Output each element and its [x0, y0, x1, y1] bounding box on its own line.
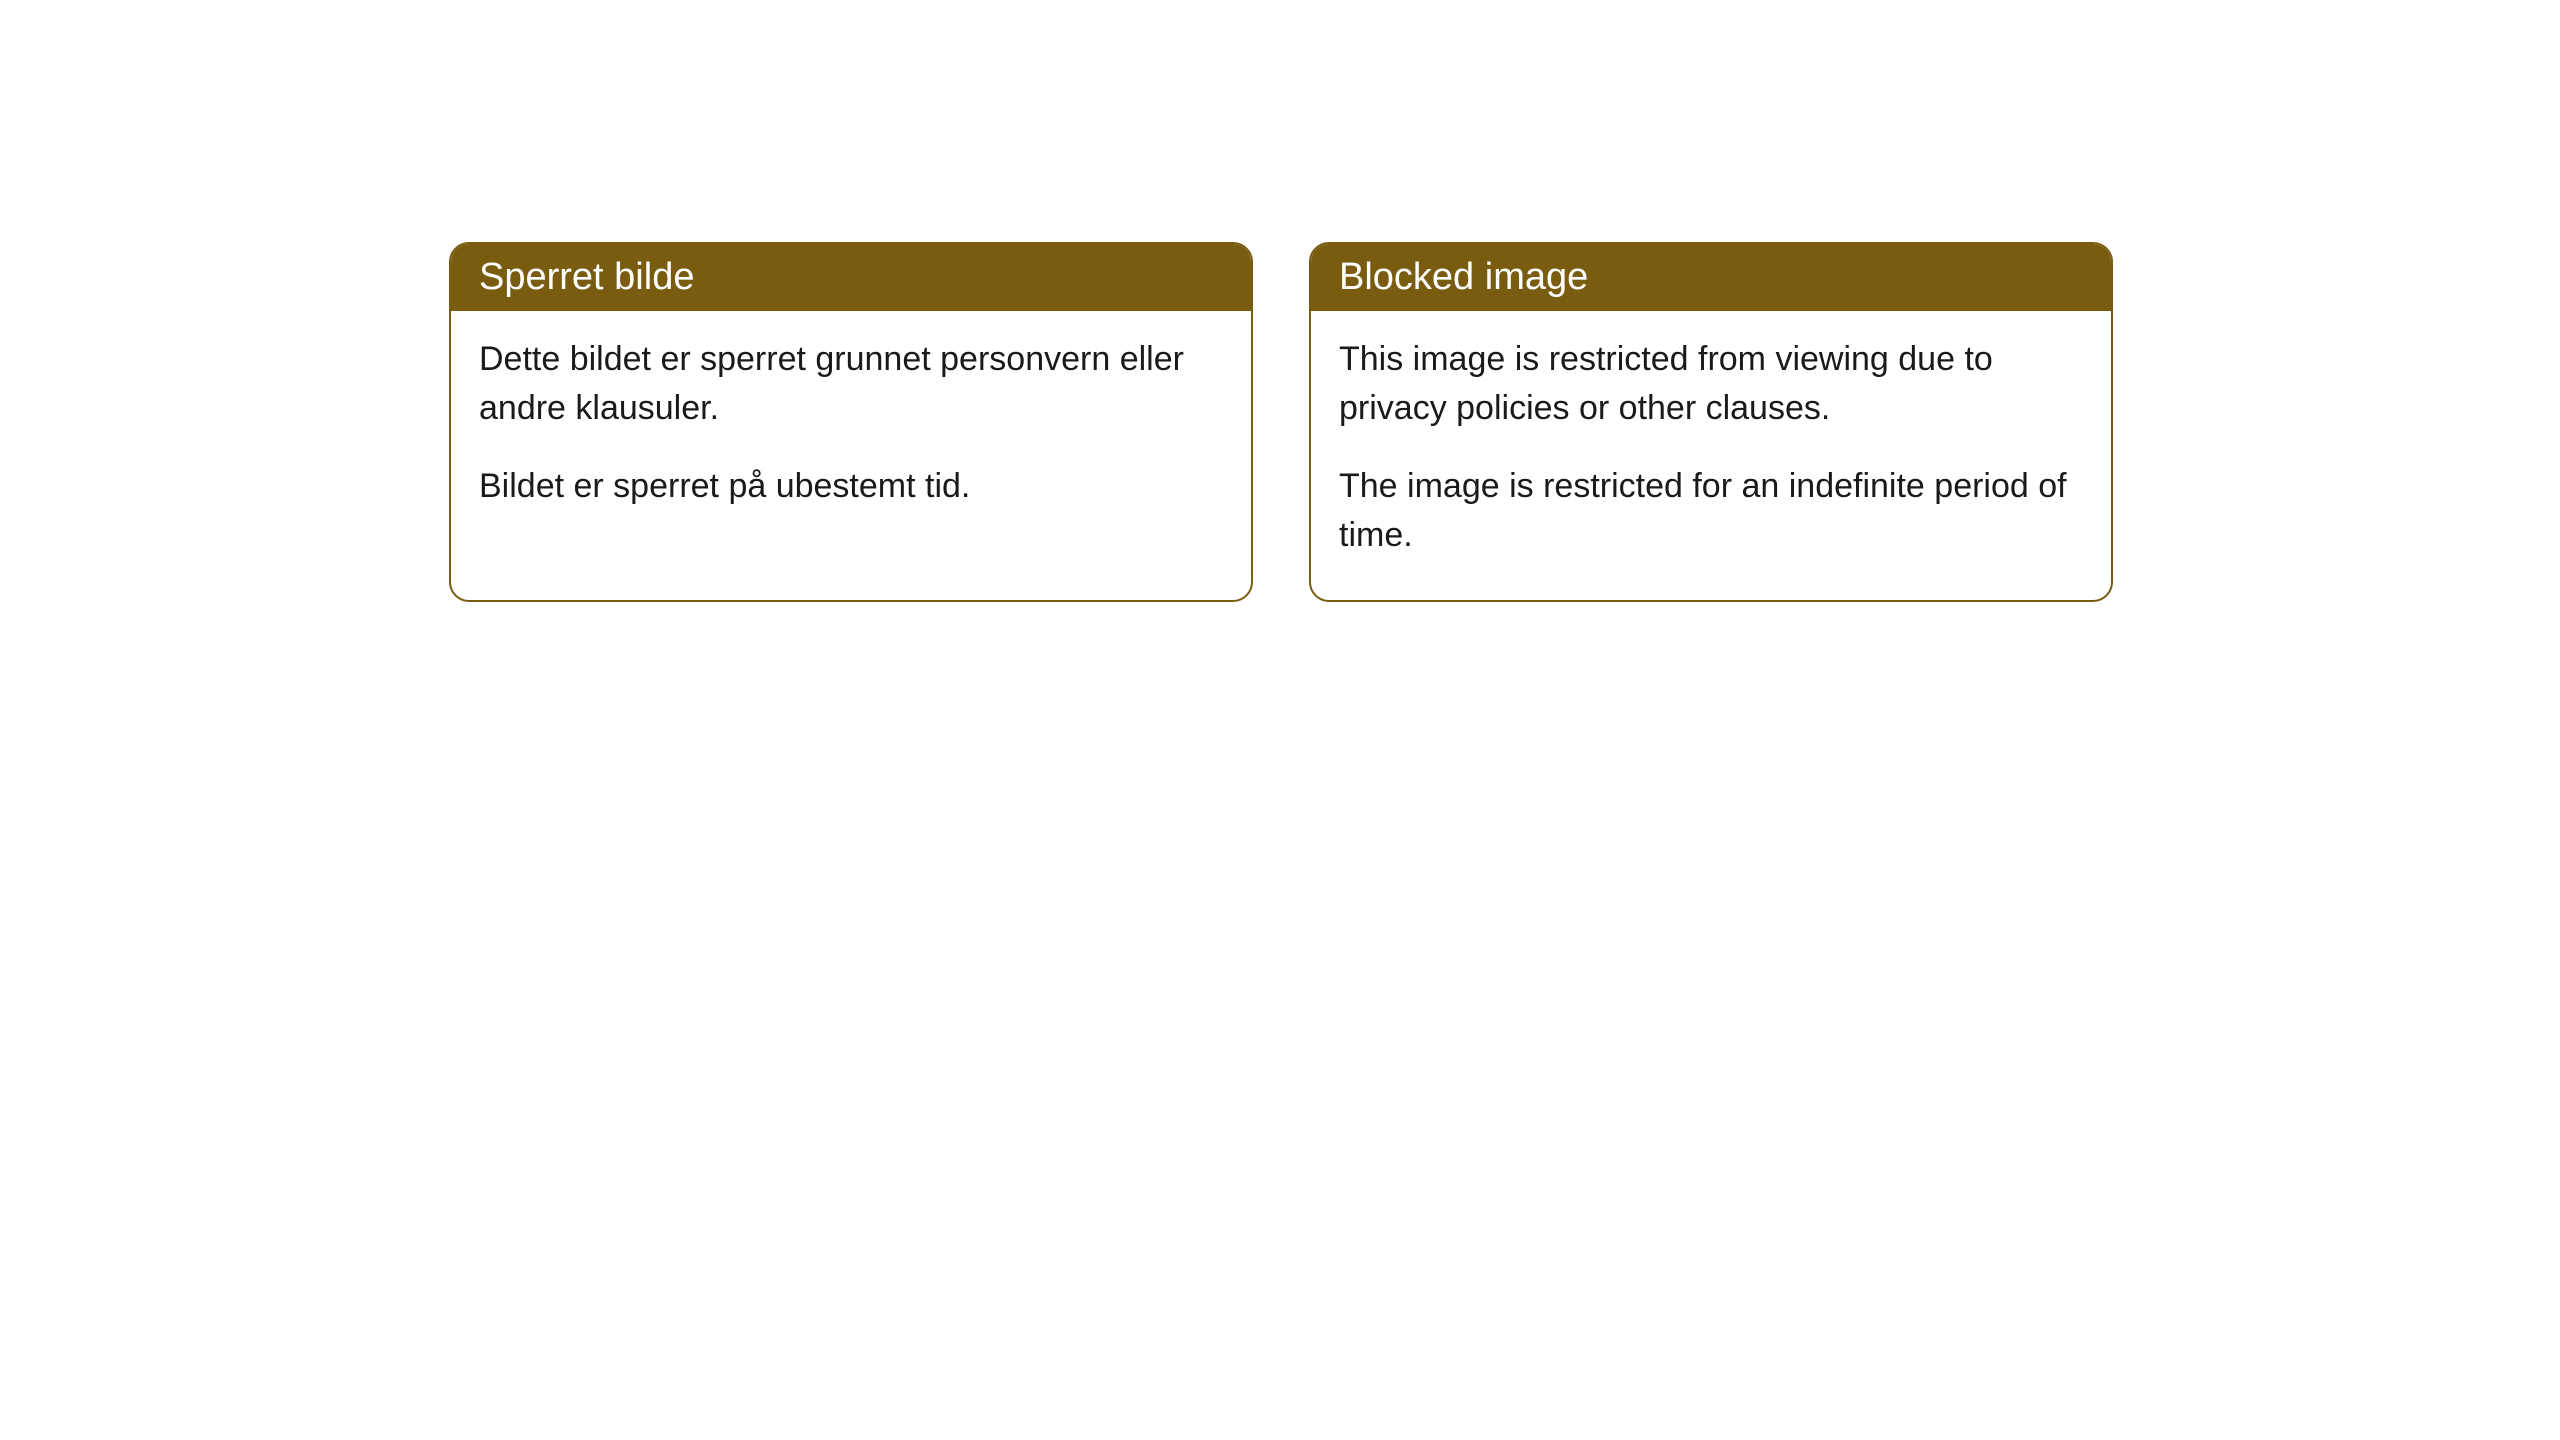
card-header-english: Blocked image — [1311, 244, 2111, 311]
card-text-1: This image is restricted from viewing du… — [1339, 335, 2083, 434]
card-header-norwegian: Sperret bilde — [451, 244, 1251, 311]
card-title: Sperret bilde — [479, 256, 694, 298]
card-text-2: Bildet er sperret på ubestemt tid. — [479, 462, 1223, 511]
card-title: Blocked image — [1339, 256, 1588, 298]
card-body-norwegian: Dette bildet er sperret grunnet personve… — [451, 311, 1251, 551]
card-text-1: Dette bildet er sperret grunnet personve… — [479, 335, 1223, 434]
notice-card-english: Blocked image This image is restricted f… — [1309, 242, 2113, 602]
notice-card-norwegian: Sperret bilde Dette bildet er sperret gr… — [449, 242, 1253, 602]
card-body-english: This image is restricted from viewing du… — [1311, 311, 2111, 600]
card-text-2: The image is restricted for an indefinit… — [1339, 462, 2083, 561]
notice-cards-container: Sperret bilde Dette bildet er sperret gr… — [0, 0, 2560, 602]
